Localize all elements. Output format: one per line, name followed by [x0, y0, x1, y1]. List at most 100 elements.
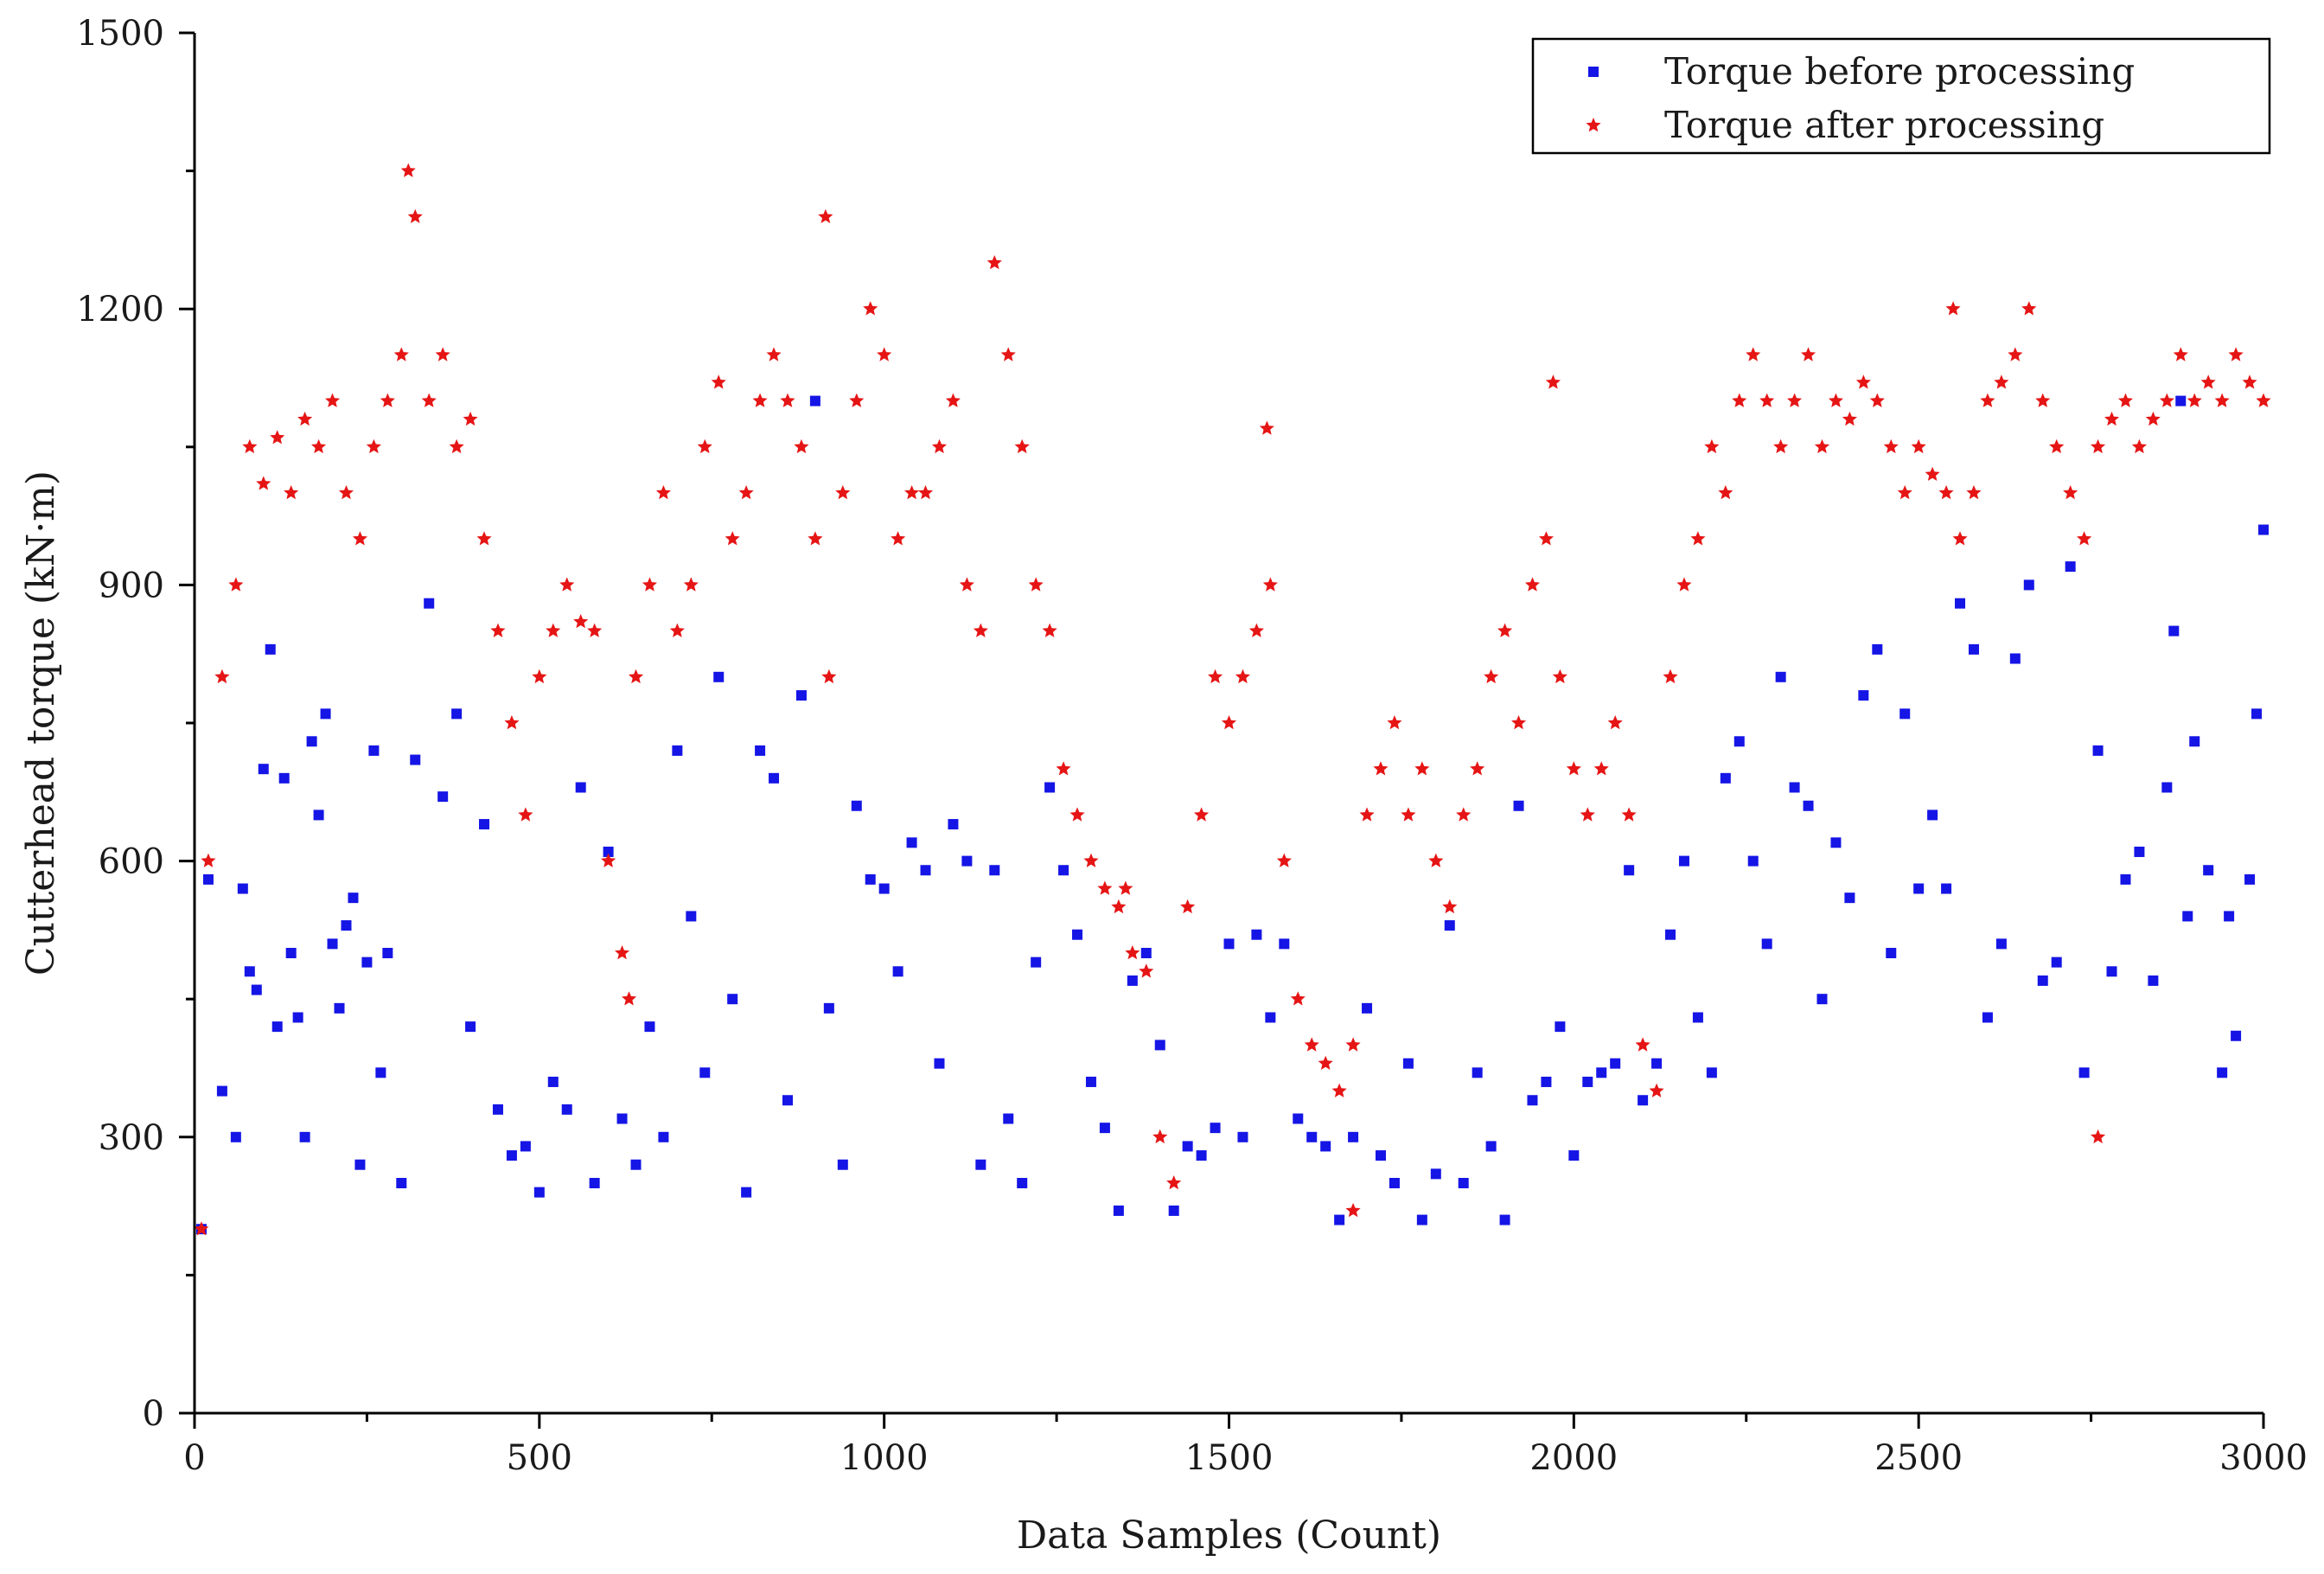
data-point [1945, 301, 1961, 316]
data-point [1485, 1141, 1497, 1152]
data-point [297, 411, 313, 426]
data-point [1387, 715, 1402, 730]
data-point [1334, 1214, 1345, 1225]
data-point [506, 1150, 517, 1161]
data-point [891, 531, 906, 546]
data-point [1235, 669, 1250, 684]
data-point [1017, 1178, 1028, 1188]
data-point [1513, 800, 1524, 811]
data-point [931, 438, 947, 454]
data-point [658, 1131, 669, 1142]
data-point [1801, 347, 1816, 362]
data-point [1210, 1123, 1221, 1134]
data-point [809, 395, 820, 406]
data-point [752, 393, 768, 407]
data-point [1251, 929, 1262, 940]
data-point [1196, 1150, 1207, 1161]
data-point [338, 485, 354, 500]
data-point [1773, 438, 1789, 454]
data-point [725, 531, 740, 546]
data-point [561, 1104, 572, 1115]
data-point [573, 614, 589, 629]
data-point [622, 991, 637, 1006]
data-point [918, 485, 934, 500]
data-point [341, 920, 352, 931]
x-tick-label: 3000 [2219, 1438, 2308, 1478]
data-point [2049, 438, 2065, 454]
data-point [1279, 938, 1290, 950]
legend-label: Torque after processing [1664, 104, 2104, 146]
data-point [1541, 1076, 1552, 1087]
data-point [396, 1178, 407, 1188]
data-point [697, 438, 712, 454]
data-point [256, 476, 271, 490]
data-point [1746, 347, 1761, 362]
data-point [575, 782, 586, 793]
data-point [1665, 929, 1676, 940]
data-point [366, 438, 381, 454]
data-point [644, 1021, 655, 1033]
data-point [2175, 395, 2187, 406]
data-point [2224, 911, 2235, 922]
data-point [1552, 669, 1567, 684]
data-point [1814, 438, 1830, 454]
data-point [769, 772, 780, 784]
data-point [327, 938, 338, 950]
data-point [285, 948, 297, 958]
data-point [270, 430, 285, 445]
data-point [242, 438, 258, 454]
y-tick-label: 1500 [76, 14, 164, 54]
data-point [1168, 1205, 1179, 1216]
data-point [2077, 531, 2092, 546]
data-point [1982, 1012, 1993, 1023]
data-point [835, 485, 851, 500]
data-point [615, 945, 630, 960]
data-point [2168, 625, 2180, 637]
data-point [1842, 411, 1857, 426]
data-point [628, 669, 644, 684]
data-point [2214, 393, 2230, 407]
data-point [849, 393, 865, 407]
data-point [451, 708, 463, 720]
data-point [948, 819, 959, 830]
data-point [865, 873, 876, 885]
data-point [1913, 883, 1925, 894]
data-point [686, 911, 697, 922]
data-point [490, 623, 506, 637]
data-point [2173, 347, 2188, 362]
data-point [1511, 715, 1527, 730]
data-point [878, 883, 890, 894]
data-point [2023, 579, 2034, 591]
data-point [1113, 1205, 1124, 1216]
data-point [616, 1113, 628, 1124]
data-point [2251, 708, 2263, 720]
data-point [989, 865, 1000, 876]
data-point [1428, 853, 1444, 867]
data-point [1430, 1168, 1441, 1180]
data-point [1855, 374, 1871, 389]
data-point [393, 347, 409, 362]
data-point [782, 1095, 793, 1106]
data-point [1775, 671, 1786, 682]
data-point [1458, 1178, 1469, 1188]
data-point [1265, 1012, 1276, 1023]
data-point [2134, 846, 2145, 857]
data-point [1787, 393, 1803, 407]
data-point [2104, 411, 2120, 426]
y-tick-label: 0 [143, 1394, 164, 1434]
data-point [1031, 957, 1042, 968]
data-point [1304, 1037, 1319, 1052]
data-point [808, 531, 823, 546]
data-point [1416, 1214, 1427, 1225]
data-point [504, 715, 520, 730]
data-point [368, 745, 380, 756]
data-point [2244, 873, 2256, 885]
data-point [1718, 485, 1733, 500]
data-point [1221, 715, 1237, 730]
data-point [1872, 643, 1883, 655]
data-point [2258, 524, 2269, 535]
data-point [1663, 669, 1678, 684]
data-point [1248, 623, 1264, 637]
data-point [1733, 736, 1745, 747]
